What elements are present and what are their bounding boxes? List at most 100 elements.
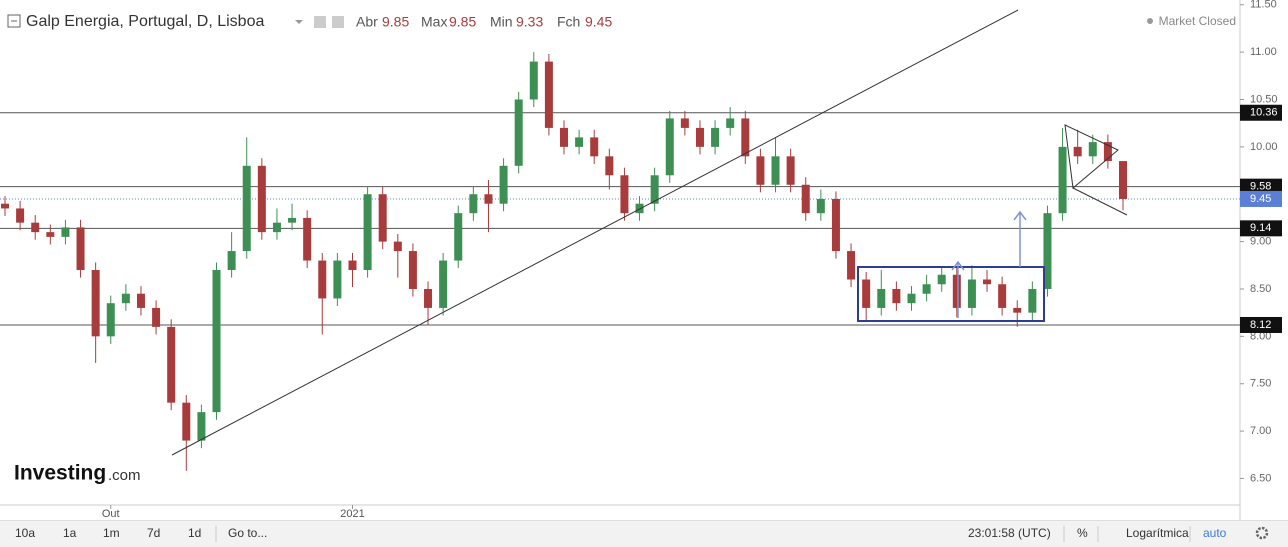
candle-body: [514, 99, 523, 166]
candle-body: [952, 274, 961, 308]
candle-body: [121, 293, 130, 304]
candle-body: [408, 251, 417, 289]
auto-button[interactable]: auto: [1203, 526, 1227, 540]
candle-body: [363, 194, 372, 271]
ohlc-value: 9.85: [382, 14, 409, 30]
range-box: [857, 266, 1045, 322]
candle-body: [318, 260, 327, 299]
ohlc-value: 9.33: [516, 14, 543, 30]
candle-body: [862, 279, 871, 308]
y-tick-label: 10.00: [1250, 141, 1278, 153]
ohlc-label: Min: [490, 14, 513, 30]
candle-body: [393, 241, 402, 252]
candle-body: [288, 217, 297, 223]
level-label: 9.58: [1250, 181, 1271, 193]
percent-button[interactable]: %: [1077, 526, 1088, 540]
log-button[interactable]: Logarítmica: [1126, 526, 1189, 540]
candle-body: [439, 260, 448, 308]
candle-body: [726, 118, 735, 128]
chart-title: Galp Energia, Portugal, D, Lisboa: [26, 13, 264, 30]
candle-body: [741, 118, 750, 157]
candle-body: [1103, 142, 1112, 162]
candle-body: [544, 61, 553, 128]
candle-body: [484, 194, 493, 204]
logo-brand: Investing: [14, 462, 106, 485]
candle-body: [182, 402, 191, 441]
candle-body: [998, 284, 1007, 308]
candle-body: [1119, 161, 1127, 199]
candle-body: [46, 232, 55, 237]
candle-body: [892, 288, 901, 304]
candle-body: [106, 303, 115, 337]
candle-body: [499, 165, 508, 204]
icon[interactable]: [314, 16, 326, 28]
clock: 23:01:58 (UTC): [968, 526, 1051, 540]
levels: [0, 112, 1240, 326]
last-price-bg: [1240, 190, 1282, 207]
candle-body: [167, 326, 176, 403]
level-label-bg: [1240, 104, 1282, 121]
level-label-bg: [1240, 178, 1282, 195]
candle-body: [76, 227, 85, 271]
candle-body: [1073, 146, 1082, 157]
range-button[interactable]: 1a: [63, 526, 77, 540]
settings-icon[interactable]: [1255, 526, 1269, 540]
logo-suffix: .com: [108, 467, 141, 484]
candle-body: [937, 274, 946, 285]
range-button[interactable]: 1d: [188, 526, 201, 540]
candle-body: [257, 165, 266, 233]
range-button[interactable]: 10a: [15, 526, 35, 540]
candle-body: [91, 270, 100, 337]
dropdown-icon[interactable]: [295, 20, 303, 24]
last-price-label: 9.45: [1250, 193, 1271, 205]
y-tick-label: 7.50: [1250, 378, 1271, 390]
status-dot: [1147, 18, 1153, 24]
candle-body: [1058, 146, 1067, 214]
drawings: [171, 9, 1128, 456]
candle-body: [650, 175, 659, 204]
candle-body: [197, 412, 206, 441]
level-label-bg: [1240, 316, 1282, 333]
candle-body: [136, 293, 145, 308]
trend-line: [171, 9, 1019, 456]
candle-body: [303, 217, 312, 261]
candle-body: [1, 203, 9, 209]
y-tick-label: 9.00: [1250, 236, 1271, 248]
candle-body: [227, 251, 236, 271]
ohlc-label: Max: [421, 14, 447, 30]
icon[interactable]: [332, 16, 344, 28]
range-button[interactable]: 1m: [103, 526, 120, 540]
candle-body: [756, 156, 765, 185]
candle-body: [680, 118, 689, 128]
triangle: [1064, 124, 1128, 216]
candle-body: [378, 194, 387, 242]
candle-body: [983, 279, 992, 285]
level-label-bg: [1240, 220, 1282, 237]
candle-body: [1013, 307, 1022, 313]
collapse-icon[interactable]: [7, 14, 21, 28]
candle-body: [16, 208, 25, 223]
candle-body: [635, 203, 644, 214]
candle-body: [61, 227, 70, 237]
candle-body: [529, 61, 538, 100]
candle-body: [212, 270, 221, 413]
candle-body: [877, 288, 886, 308]
y-tick-label: 8.00: [1250, 330, 1271, 342]
goto-button[interactable]: Go to...: [228, 526, 267, 540]
x-tick-label: Out: [102, 508, 120, 520]
candle-body: [348, 260, 357, 271]
ohlc-label: Fch: [557, 14, 580, 30]
y-tick-label: 10.50: [1250, 93, 1278, 105]
candle-body: [922, 284, 931, 294]
candle-body: [1028, 288, 1037, 313]
range-button[interactable]: 7d: [147, 526, 160, 540]
candle-body: [816, 198, 825, 214]
candle-body: [1043, 213, 1052, 289]
candles: [1, 52, 1127, 471]
candle-body: [831, 198, 840, 252]
candle-body: [333, 260, 342, 299]
ohlc-label: Abr: [356, 14, 378, 30]
candle-body: [454, 213, 463, 261]
